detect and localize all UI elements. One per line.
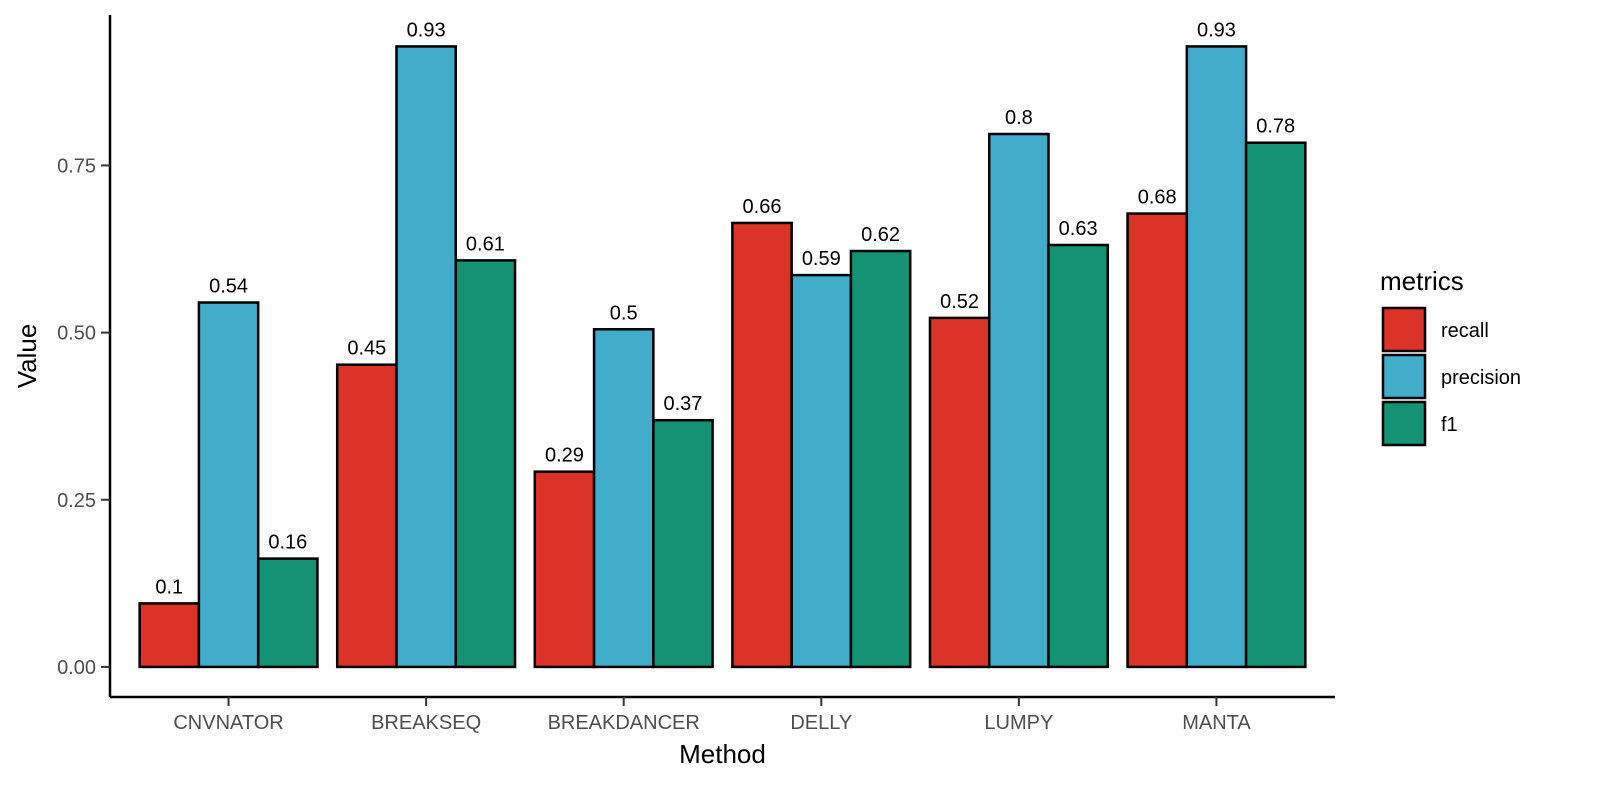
- data-label-breakdancer-f1: 0.37: [664, 393, 703, 415]
- y-tick-label: 0.75: [57, 155, 96, 177]
- bar-breakdancer-recall: [533, 470, 596, 669]
- data-label-cnvnator-f1: 0.16: [268, 532, 307, 554]
- bar-cnvnator-precision: [197, 301, 260, 669]
- x-tick-label-breakdancer: BREAKDANCER: [548, 712, 700, 734]
- y-tick-label: 0.00: [57, 657, 96, 679]
- bar-breakdancer-precision: [592, 328, 655, 669]
- bar-cnvnator-recall: [138, 602, 201, 669]
- legend-key-recall: [1381, 306, 1427, 353]
- legend-title: metrics: [1380, 266, 1464, 296]
- legend-key-precision: [1381, 353, 1427, 400]
- data-label-lumpy-f1: 0.63: [1059, 218, 1098, 240]
- bar-breakseq-f1: [454, 259, 517, 669]
- x-tick-label-cnvnator: CNVNATOR: [173, 712, 283, 734]
- legend-label-recall: recall: [1441, 320, 1489, 342]
- bar-cnvnator-f1: [256, 557, 319, 669]
- bar-lumpy-f1: [1047, 243, 1110, 669]
- bar-lumpy-recall: [928, 316, 991, 669]
- legend: metrics recall precision f1: [1380, 266, 1521, 447]
- bar-manta-recall: [1126, 212, 1189, 669]
- bar-manta-f1: [1244, 141, 1307, 669]
- data-label-breakdancer-recall: 0.29: [545, 445, 584, 467]
- bar-delly-precision: [790, 273, 853, 669]
- x-tick-label-delly: DELLY: [790, 712, 852, 734]
- bar-lumpy-precision: [987, 132, 1050, 669]
- x-axis-title: Method: [679, 739, 766, 769]
- data-label-lumpy-precision: 0.8: [1005, 107, 1033, 129]
- legend-key-f1: [1381, 400, 1427, 447]
- y-axis-ticks: 0.00 0.25 0.50 0.75: [57, 155, 110, 679]
- y-axis-title: Value: [12, 324, 42, 389]
- x-tick-label-lumpy: LUMPY: [984, 712, 1053, 734]
- x-axis-ticks: CNVNATOR BREAKSEQ BREAKDANCER DELLY LUMPY MAN…: [173, 697, 1251, 734]
- legend-label-f1: f1: [1441, 414, 1458, 436]
- y-tick-label: 0.25: [57, 490, 96, 512]
- data-label-manta-precision: 0.93: [1197, 19, 1236, 41]
- legend-label-precision: precision: [1441, 367, 1521, 389]
- plot-area: 0.1 0.54 0.16 0.45 0.93 0.61 0.29 0.5 0.37 0.66 0.…: [138, 19, 1307, 669]
- data-label-breakdancer-precision: 0.5: [610, 302, 638, 324]
- x-tick-label-manta: MANTA: [1182, 712, 1251, 734]
- bar-manta-precision: [1185, 45, 1248, 669]
- data-label-delly-precision: 0.59: [802, 248, 841, 270]
- x-tick-label-breakseq: BREAKSEQ: [371, 712, 481, 734]
- data-label-delly-f1: 0.62: [861, 224, 900, 246]
- data-label-breakseq-f1: 0.61: [466, 233, 505, 255]
- bar-delly-f1: [849, 249, 912, 669]
- y-tick-label: 0.50: [57, 323, 96, 345]
- data-label-breakseq-precision: 0.93: [407, 19, 446, 41]
- bar-delly-recall: [731, 221, 793, 669]
- bar-breakdancer-f1: [652, 418, 714, 669]
- data-label-breakseq-recall: 0.45: [347, 338, 386, 360]
- data-label-manta-recall: 0.68: [1138, 187, 1177, 209]
- data-label-cnvnator-recall: 0.1: [155, 576, 183, 598]
- data-label-lumpy-recall: 0.52: [940, 291, 979, 313]
- data-label-manta-f1: 0.78: [1256, 116, 1295, 138]
- bar-breakseq-recall: [335, 363, 398, 669]
- data-label-delly-recall: 0.66: [743, 196, 782, 218]
- data-label-cnvnator-precision: 0.54: [209, 276, 248, 298]
- bar-breakseq-precision: [395, 45, 458, 669]
